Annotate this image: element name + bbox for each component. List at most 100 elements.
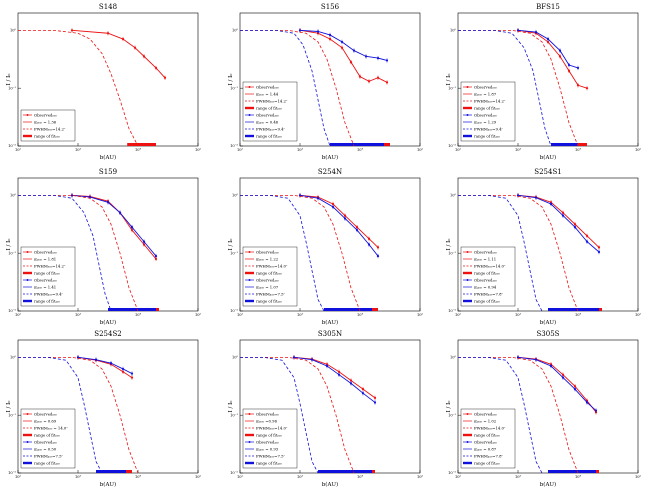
data-point bbox=[597, 250, 601, 254]
x-tick-label: 10⁴ bbox=[135, 148, 142, 152]
legend-box bbox=[460, 81, 516, 142]
x-tick-label: 10² bbox=[455, 148, 462, 152]
legend-swatch-marker bbox=[466, 114, 469, 116]
data-point bbox=[573, 385, 577, 388]
data-point bbox=[70, 194, 74, 197]
y-axis-label: I / I₀ bbox=[446, 73, 452, 86]
model-curve-450 bbox=[458, 29, 552, 147]
plot-frame bbox=[17, 12, 199, 147]
observed-line-450 bbox=[517, 356, 597, 411]
model-curve-450 bbox=[240, 29, 331, 147]
data-point bbox=[561, 214, 565, 217]
y-tick-label: 10⁻¹ bbox=[448, 251, 456, 255]
legend-box bbox=[20, 408, 76, 469]
legend-box bbox=[460, 408, 516, 469]
x-tick-label: 10⁴ bbox=[575, 148, 582, 152]
panel-s254s2: S254S2 10² 10³ 10⁴ 10⁵ 10⁰ 10⁻¹ 10⁻² b(AU) I / I₀… bbox=[6, 330, 202, 488]
legend-label: m₄₅₀ = 0.50 bbox=[34, 446, 57, 451]
observed-line-450 bbox=[293, 356, 376, 403]
observed-line-850 bbox=[299, 194, 379, 248]
data-point bbox=[516, 356, 520, 359]
y-tick-label: 10⁻² bbox=[8, 144, 16, 148]
legend-box bbox=[460, 246, 516, 307]
x-tick-label: 10³ bbox=[75, 148, 82, 152]
legend-label: range of fit₈₅₀ bbox=[474, 270, 500, 275]
y-tick-label: 10⁻² bbox=[230, 144, 238, 148]
y-tick-label: 10⁻² bbox=[448, 471, 456, 475]
data-point bbox=[310, 358, 314, 361]
data-point bbox=[328, 37, 332, 41]
x-tick-label: 10⁵ bbox=[417, 148, 424, 152]
legend-label: m₄₅₀ = 0.46 bbox=[256, 119, 279, 124]
data-point bbox=[561, 211, 565, 214]
data-point bbox=[130, 228, 134, 232]
legend-label: FWHM₄₅₀=7.8″ bbox=[474, 453, 504, 458]
data-point bbox=[316, 30, 320, 33]
y-tick-label: 10⁻² bbox=[8, 471, 16, 475]
legend-label: range of fit₈₅₀ bbox=[256, 105, 282, 110]
legend-label: FWHM₈₅₀=14.2″ bbox=[474, 98, 506, 103]
data-point bbox=[534, 358, 538, 361]
legend-label: m₈₅₀ = 1.11 bbox=[474, 256, 496, 261]
data-point bbox=[70, 29, 74, 32]
data-point bbox=[292, 356, 296, 359]
legend-label: range of fit₈₅₀ bbox=[256, 270, 282, 275]
data-point bbox=[142, 55, 146, 58]
legend-box bbox=[242, 81, 298, 142]
data-point bbox=[376, 76, 380, 79]
legend-swatch-marker bbox=[26, 413, 29, 415]
legend-label: range of fit₄₅₀ bbox=[256, 133, 282, 138]
y-tick-label: 10⁰ bbox=[10, 29, 17, 33]
y-tick-label: 10⁰ bbox=[10, 194, 17, 198]
legend-swatch-marker bbox=[248, 441, 251, 443]
data-point bbox=[358, 75, 362, 78]
data-point bbox=[549, 202, 553, 206]
data-point bbox=[343, 217, 347, 220]
y-axis-label: I / I₀ bbox=[228, 73, 234, 86]
y-tick-label: 10⁰ bbox=[10, 356, 17, 360]
x-tick-label: 10⁵ bbox=[195, 313, 202, 317]
legend-swatch-marker bbox=[248, 413, 251, 415]
panel-title: S159 bbox=[99, 168, 117, 176]
observed-line-850 bbox=[517, 356, 597, 413]
x-axis-label: b(AU) bbox=[100, 154, 116, 161]
legend-swatch-marker bbox=[248, 114, 251, 116]
panel-s156: S156 10² 10³ 10⁴ 10⁵ 10⁰ 10⁻¹ 10⁻² b(AU) I / I₀ Ob… bbox=[228, 3, 424, 161]
observed-line-450 bbox=[299, 29, 388, 61]
y-axis-label: I / I₀ bbox=[228, 400, 234, 413]
y-tick-label: 10⁰ bbox=[450, 194, 457, 198]
x-tick-label: 10³ bbox=[75, 313, 82, 317]
model-curve-450 bbox=[240, 194, 325, 312]
legend-label: range of fit₄₅₀ bbox=[34, 298, 60, 303]
model-curve-850 bbox=[240, 29, 355, 147]
legend-swatch-marker bbox=[466, 86, 469, 88]
x-axis-label: b(AU) bbox=[100, 481, 116, 488]
data-point bbox=[376, 57, 380, 60]
data-point bbox=[376, 254, 380, 258]
x-tick-label: 10⁵ bbox=[417, 475, 424, 479]
data-point bbox=[594, 409, 598, 412]
data-point bbox=[331, 202, 335, 206]
legend-label: range of fit₈₅₀ bbox=[34, 270, 60, 275]
legend-label: FWHM₈₅₀ = 14.0″ bbox=[34, 425, 68, 430]
y-axis-label: I / I₀ bbox=[228, 238, 234, 251]
legend: Observed₈₅₀ m₈₅₀ = 1.11 FWHM₈₅₀=14.0″ range… bbox=[460, 246, 516, 307]
data-point bbox=[355, 228, 359, 232]
data-point bbox=[94, 358, 98, 361]
legend-label: m₄₅₀ = 0.94 bbox=[474, 284, 497, 289]
data-point bbox=[331, 205, 335, 209]
y-axis-label: I / I₀ bbox=[446, 400, 452, 413]
x-tick-label: 10³ bbox=[515, 148, 522, 152]
x-tick-label: 10⁴ bbox=[357, 148, 364, 152]
legend-label: m₈₅₀ = 1.22 bbox=[256, 256, 279, 261]
data-point bbox=[558, 49, 562, 52]
data-point bbox=[355, 226, 359, 229]
data-point bbox=[576, 66, 580, 70]
legend: Observed₈₅₀ m₈₅₀ = 1.87 FWHM₈₅₀=14.2″ range… bbox=[460, 81, 516, 142]
legend-swatch-marker bbox=[248, 86, 251, 88]
legend-label: FWHM₄₅₀=9.4″ bbox=[34, 291, 64, 296]
data-point bbox=[361, 392, 365, 395]
legend-label: range of fit₈₅₀ bbox=[256, 432, 282, 437]
data-point bbox=[573, 226, 577, 229]
model-curve-850 bbox=[18, 194, 139, 312]
